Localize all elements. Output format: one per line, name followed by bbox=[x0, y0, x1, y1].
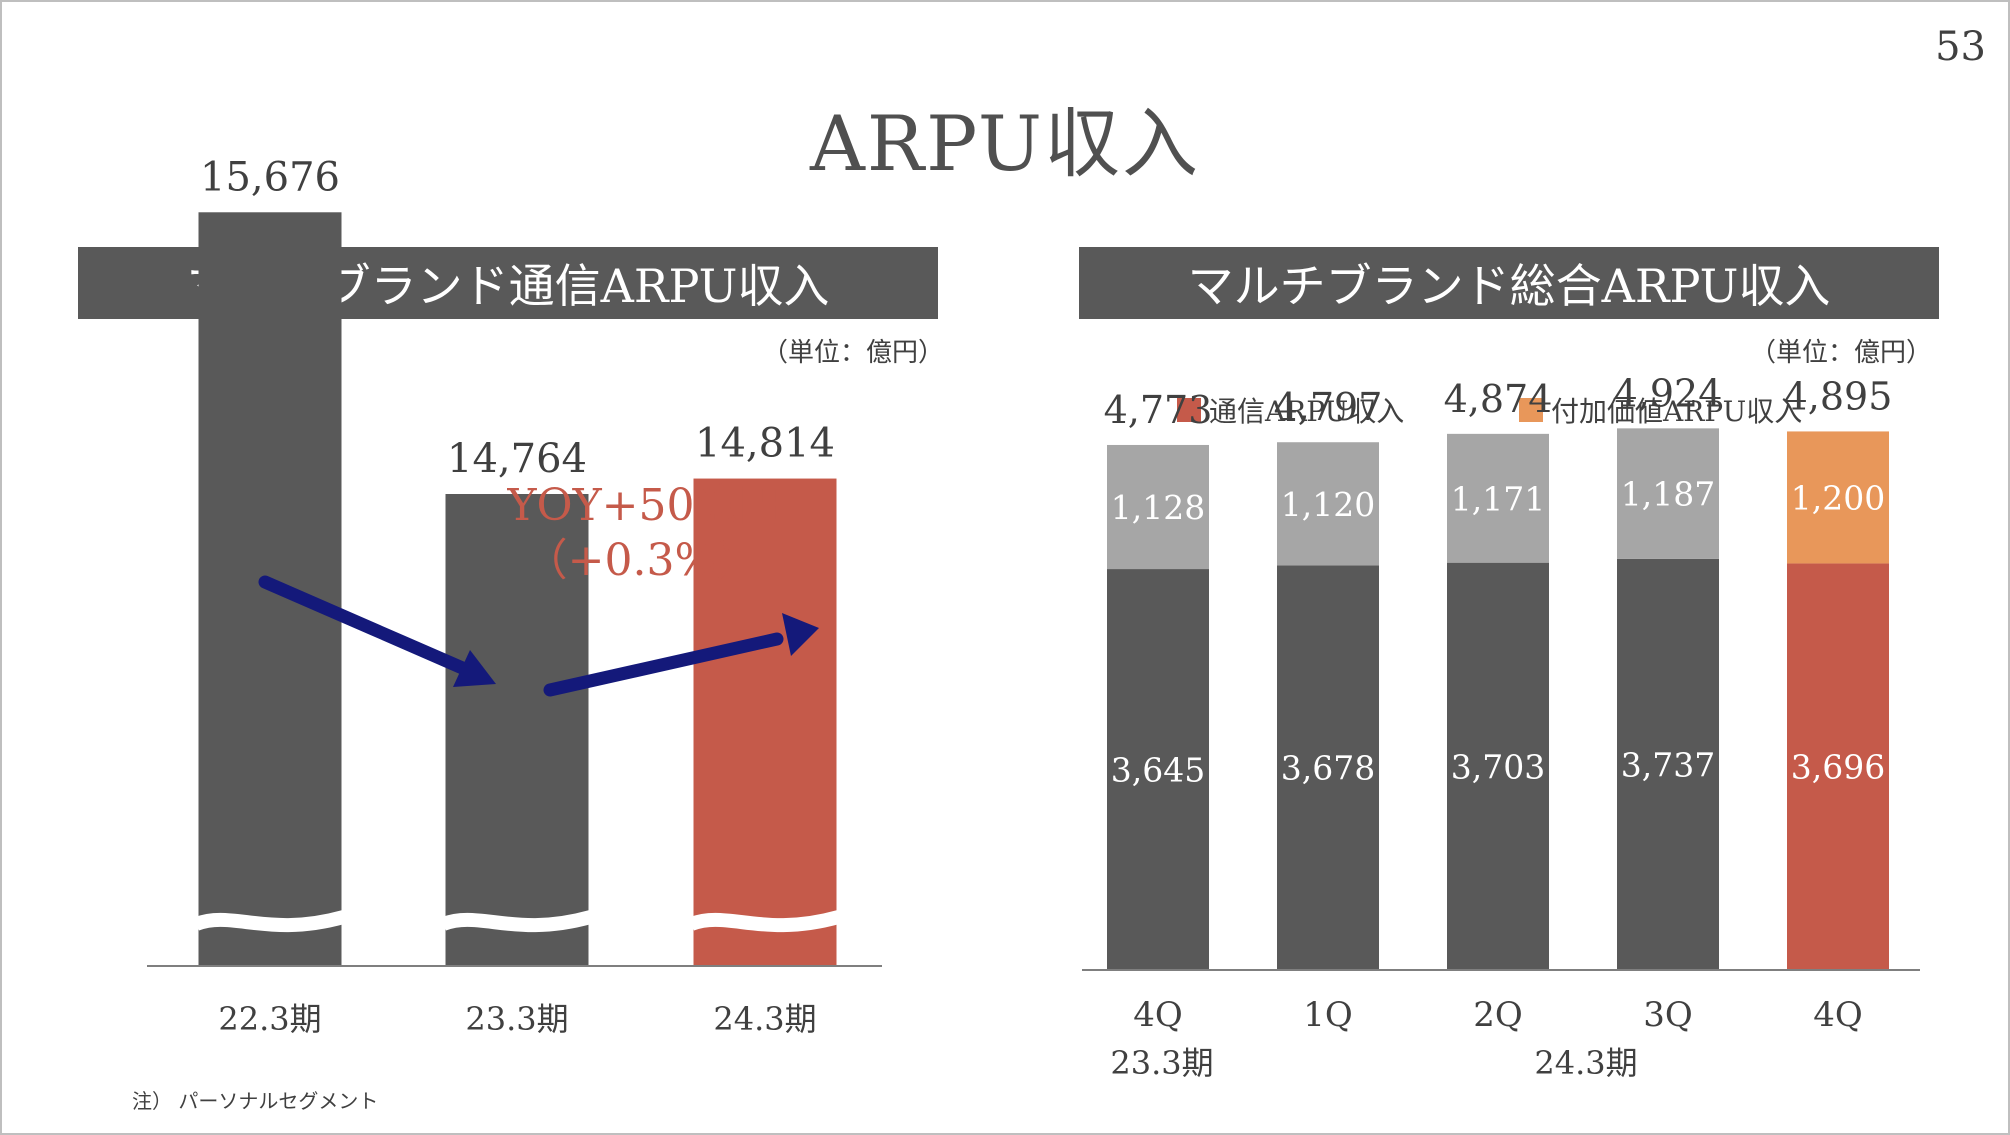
quarter-label: 2Q bbox=[1473, 995, 1523, 1035]
yoy-percent-annotation: （+0.3%） bbox=[524, 535, 761, 586]
legend-swatch-value-added bbox=[1519, 398, 1543, 422]
legend-label-value-added: 付加価値ARPU収入 bbox=[1551, 395, 1803, 428]
bar-value-label: 14,814 bbox=[695, 421, 835, 467]
value-added-value-label: 1,200 bbox=[1791, 478, 1885, 517]
bar-value-label: 14,764 bbox=[447, 436, 587, 482]
quarter-label: 4Q bbox=[1813, 995, 1863, 1035]
legend-swatch-telecom bbox=[1177, 398, 1201, 422]
footnote: 注） パーソナルセグメント bbox=[132, 1089, 379, 1113]
quarter-label: 1Q bbox=[1303, 995, 1353, 1035]
value-added-value-label: 1,128 bbox=[1111, 488, 1205, 527]
bar-telecom-4 bbox=[1617, 558, 1719, 970]
value-added-value-label: 1,120 bbox=[1281, 485, 1375, 524]
telecom-value-label: 3,696 bbox=[1791, 748, 1885, 787]
bar-23.3期 bbox=[445, 494, 589, 966]
value-added-value-label: 1,187 bbox=[1621, 475, 1715, 514]
legend-label-telecom: 通信ARPU収入 bbox=[1209, 395, 1405, 428]
telecom-value-label: 3,645 bbox=[1111, 751, 1205, 790]
bar-telecom-3 bbox=[1447, 562, 1549, 970]
bar-telecom-2 bbox=[1277, 565, 1379, 970]
legend-item-telecom: 通信ARPU収入 bbox=[1177, 390, 1404, 430]
quarter-label: 4Q bbox=[1133, 995, 1183, 1035]
category-label: 24.3期 bbox=[713, 1000, 816, 1038]
bar-value-added-2 bbox=[1277, 442, 1379, 566]
total-value-label: 4,924 bbox=[1614, 371, 1723, 415]
bar-value-added-4 bbox=[1617, 428, 1719, 559]
axis-break-mark bbox=[688, 910, 841, 933]
bar-telecom-1 bbox=[1107, 569, 1209, 970]
period-label-24: 24.3期 bbox=[1534, 1044, 1637, 1082]
total-value-label: 4,895 bbox=[1784, 374, 1893, 418]
axis-break-mark bbox=[193, 910, 346, 933]
left-unit-label: （単位：億円） bbox=[762, 338, 945, 368]
value-added-value-label: 1,171 bbox=[1451, 479, 1545, 518]
category-label: 22.3期 bbox=[218, 1000, 321, 1038]
bar-value-label: 15,676 bbox=[200, 154, 340, 200]
decline-arrow-line bbox=[258, 575, 474, 677]
bar-24.3期 bbox=[693, 478, 837, 966]
category-label: 23.3期 bbox=[465, 1000, 568, 1038]
telecom-value-label: 3,703 bbox=[1451, 747, 1545, 786]
total-value-label: 4,874 bbox=[1444, 377, 1553, 421]
bar-value-added-1 bbox=[1107, 444, 1209, 570]
total-value-label: 4,797 bbox=[1274, 385, 1383, 429]
legend-item-value-added: 付加価値ARPU収入 bbox=[1519, 390, 1802, 430]
bar-value-added-5 bbox=[1787, 431, 1889, 564]
quarter-label: 3Q bbox=[1643, 995, 1693, 1035]
page-number: 53 bbox=[1935, 24, 1986, 70]
bar-value-added-3 bbox=[1447, 433, 1549, 563]
growth-arrow-head bbox=[782, 613, 819, 656]
total-value-label: 4,773 bbox=[1104, 388, 1213, 432]
axis-break-mark bbox=[440, 910, 593, 933]
page-title: ARPU収入 bbox=[810, 99, 1200, 188]
telecom-value-label: 3,678 bbox=[1281, 749, 1375, 788]
right-panel-header: マルチブランド総合ARPU収入 bbox=[1079, 247, 1939, 319]
period-label-23: 23.3期 bbox=[1110, 1044, 1213, 1082]
yoy-annotation: YOY+50億円 bbox=[506, 480, 782, 531]
growth-arrow-line bbox=[543, 632, 784, 697]
decline-arrow-head bbox=[453, 650, 496, 687]
right-unit-label: （単位：億円） bbox=[1750, 338, 1933, 368]
bar-telecom-5 bbox=[1787, 563, 1889, 970]
telecom-value-label: 3,737 bbox=[1621, 745, 1715, 784]
